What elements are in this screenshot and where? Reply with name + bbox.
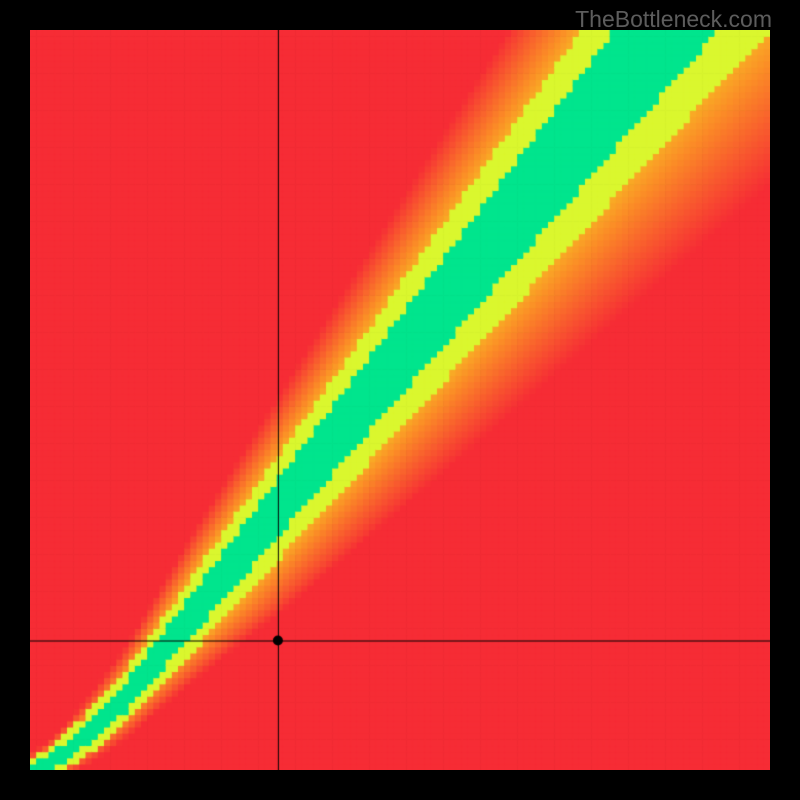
bottleneck-heatmap — [30, 30, 770, 770]
watermark-text: TheBottleneck.com — [575, 6, 772, 33]
chart-container: { "watermark": { "text": "TheBottleneck.… — [0, 0, 800, 800]
